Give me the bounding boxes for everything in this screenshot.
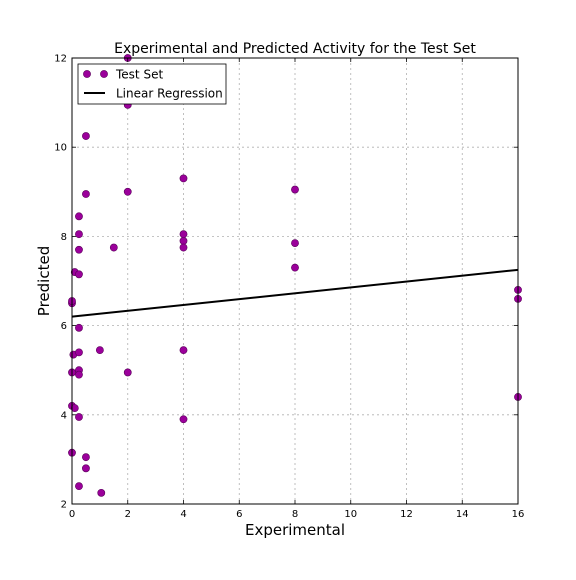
data-point <box>82 132 90 140</box>
x-axis-label: Experimental <box>245 521 345 539</box>
x-tick-label: 6 <box>236 509 242 520</box>
y-tick-label: 8 <box>61 232 67 243</box>
data-point <box>95 346 104 355</box>
data-point <box>291 185 299 194</box>
x-tick-label: 10 <box>344 509 357 520</box>
x-tick-label: 14 <box>456 509 469 520</box>
data-point <box>75 212 83 221</box>
data-point <box>179 243 188 252</box>
data-point <box>75 413 83 421</box>
y-tick-label: 4 <box>61 410 67 421</box>
chart-title: Experimental and Predicted Activity for … <box>114 41 476 57</box>
y-axis-label: Predicted <box>35 246 53 316</box>
legend-label-test-set: Test Set <box>115 68 163 82</box>
y-tick-labels: 2 4 6 8 10 12 <box>54 54 67 511</box>
grid-lines <box>72 58 518 504</box>
legend: Test Set Linear Regression <box>77 63 227 105</box>
y-tick-label: 10 <box>54 143 67 154</box>
data-point <box>82 464 90 473</box>
data-point <box>75 245 83 254</box>
data-point <box>70 404 79 413</box>
x-tick-label: 4 <box>180 509 186 520</box>
data-point <box>75 370 83 379</box>
y-tick-label: 12 <box>54 54 67 65</box>
x-tick-label: 8 <box>292 509 298 520</box>
x-tick-label: 16 <box>512 509 525 520</box>
regression-line <box>71 268 519 318</box>
data-point <box>75 348 83 357</box>
data-point <box>179 236 188 245</box>
data-point <box>75 230 83 239</box>
legend-marker-test-set <box>83 70 91 78</box>
data-point <box>179 230 188 239</box>
data-point <box>82 190 90 198</box>
x-tick-label: 2 <box>125 509 131 520</box>
data-point <box>75 270 83 279</box>
data-point <box>123 187 132 196</box>
y-tick-label: 2 <box>61 500 67 511</box>
data-point <box>75 323 83 332</box>
data-point <box>179 415 188 424</box>
data-point <box>123 368 132 377</box>
legend-marker-test-set <box>100 70 108 78</box>
legend-label-linear-regression: Linear Regression <box>116 87 223 101</box>
x-tick-labels: 0 2 4 6 8 10 12 14 16 <box>69 509 525 520</box>
data-point <box>75 482 83 491</box>
axis-ticks <box>71 57 519 505</box>
x-tick-label: 0 <box>69 509 75 520</box>
x-tick-label: 12 <box>400 509 413 520</box>
data-point <box>109 243 118 252</box>
data-point <box>82 453 90 462</box>
data-point <box>179 174 188 183</box>
data-points <box>68 54 522 497</box>
regression-line-layer <box>71 268 519 318</box>
data-point <box>291 263 299 272</box>
data-point <box>97 488 106 497</box>
data-point <box>179 346 188 355</box>
data-point <box>291 239 299 247</box>
y-tick-label: 6 <box>61 321 67 332</box>
